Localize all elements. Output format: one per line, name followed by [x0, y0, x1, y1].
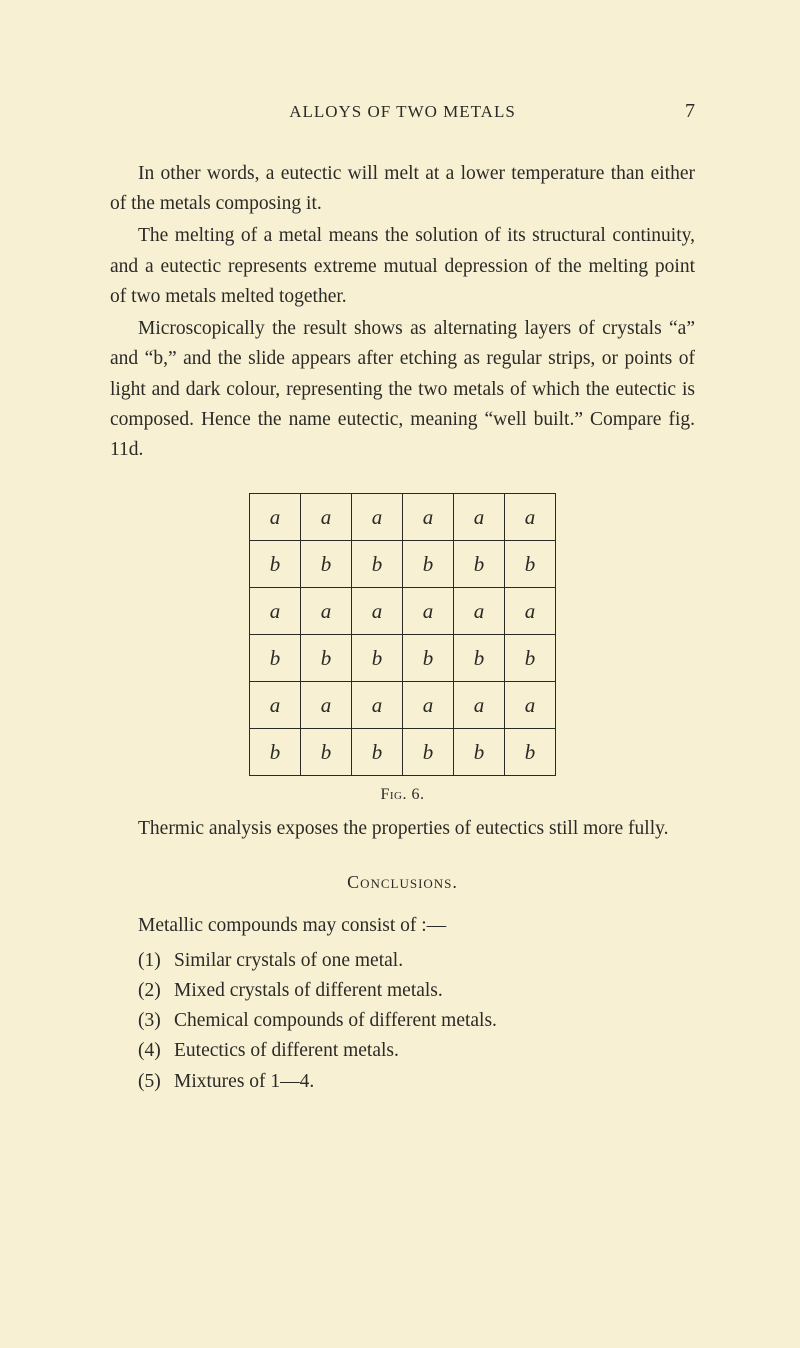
running-head: ALLOYS OF TWO METALS 7: [110, 100, 695, 123]
grid-cell: b: [505, 635, 556, 682]
list-item-text: Mixtures of 1—4.: [174, 1067, 314, 1097]
list-item: (3) Chemical compounds of different meta…: [138, 1006, 695, 1036]
grid-cell: a: [352, 588, 403, 635]
grid-cell: b: [250, 729, 301, 776]
grid-cell: a: [403, 588, 454, 635]
paragraph-3: Microscopically the result shows as alte…: [110, 314, 695, 465]
grid-cell: a: [301, 588, 352, 635]
list-item: (1) Similar crystals of one metal.: [138, 946, 695, 976]
list-item-number: (5): [138, 1067, 174, 1097]
grid-cell: b: [301, 635, 352, 682]
grid-cell: b: [403, 635, 454, 682]
grid-cell: a: [352, 682, 403, 729]
grid-row: b b b b b b: [250, 729, 556, 776]
list-item-text: Eutectics of different metals.: [174, 1036, 399, 1066]
list-item-text: Mixed crystals of different metals.: [174, 976, 443, 1006]
grid-cell: a: [403, 682, 454, 729]
list-item: (4) Eutectics of different metals.: [138, 1036, 695, 1066]
grid-cell: a: [301, 494, 352, 541]
page: ALLOYS OF TWO METALS 7 In other words, a…: [0, 0, 800, 1348]
grid-cell: b: [250, 635, 301, 682]
grid-cell: b: [301, 729, 352, 776]
paragraph-after-figure: Thermic analysis exposes the properties …: [110, 814, 695, 844]
grid-row: a a a a a a: [250, 494, 556, 541]
grid-cell: b: [352, 541, 403, 588]
grid-cell: b: [403, 729, 454, 776]
grid-cell: b: [454, 635, 505, 682]
grid-cell: a: [301, 682, 352, 729]
conclusions-list: (1) Similar crystals of one metal. (2) M…: [110, 946, 695, 1097]
figure-caption: Fig. 6.: [380, 786, 424, 804]
grid-cell: a: [250, 588, 301, 635]
conclusions-intro: Metallic compounds may consist of :—: [110, 911, 695, 941]
grid-cell: b: [352, 729, 403, 776]
conclusions-heading: Conclusions.: [110, 872, 695, 893]
grid-cell: a: [505, 682, 556, 729]
list-item-number: (2): [138, 976, 174, 1006]
list-item-number: (4): [138, 1036, 174, 1066]
grid-row: b b b b b b: [250, 635, 556, 682]
list-item: (2) Mixed crystals of different metals.: [138, 976, 695, 1006]
list-item: (5) Mixtures of 1—4.: [138, 1067, 695, 1097]
grid-cell: a: [454, 682, 505, 729]
grid-cell: b: [454, 541, 505, 588]
grid-cell: b: [403, 541, 454, 588]
grid-cell: b: [505, 729, 556, 776]
paragraph-2: The melting of a metal means the solutio…: [110, 221, 695, 312]
grid-cell: a: [505, 588, 556, 635]
grid-cell: b: [505, 541, 556, 588]
list-item-number: (1): [138, 946, 174, 976]
grid-cell: a: [505, 494, 556, 541]
list-item-text: Chemical compounds of different metals.: [174, 1006, 497, 1036]
grid-cell: b: [454, 729, 505, 776]
list-item-number: (3): [138, 1006, 174, 1036]
grid-cell: a: [403, 494, 454, 541]
running-title: ALLOYS OF TWO METALS: [140, 102, 665, 122]
grid-cell: a: [352, 494, 403, 541]
list-item-text: Similar crystals of one metal.: [174, 946, 403, 976]
grid-row: a a a a a a: [250, 682, 556, 729]
grid-row: a a a a a a: [250, 588, 556, 635]
grid-row: b b b b b b: [250, 541, 556, 588]
figure-grid: a a a a a a b b b b b b a a a a a a: [249, 493, 556, 776]
page-number: 7: [665, 100, 695, 123]
grid-cell: a: [454, 494, 505, 541]
grid-cell: a: [250, 494, 301, 541]
figure-6: a a a a a a b b b b b b a a a a a a: [110, 493, 695, 804]
grid-cell: b: [301, 541, 352, 588]
grid-cell: b: [250, 541, 301, 588]
grid-cell: b: [352, 635, 403, 682]
paragraph-1: In other words, a eutectic will melt at …: [110, 159, 695, 219]
grid-cell: a: [454, 588, 505, 635]
grid-cell: a: [250, 682, 301, 729]
